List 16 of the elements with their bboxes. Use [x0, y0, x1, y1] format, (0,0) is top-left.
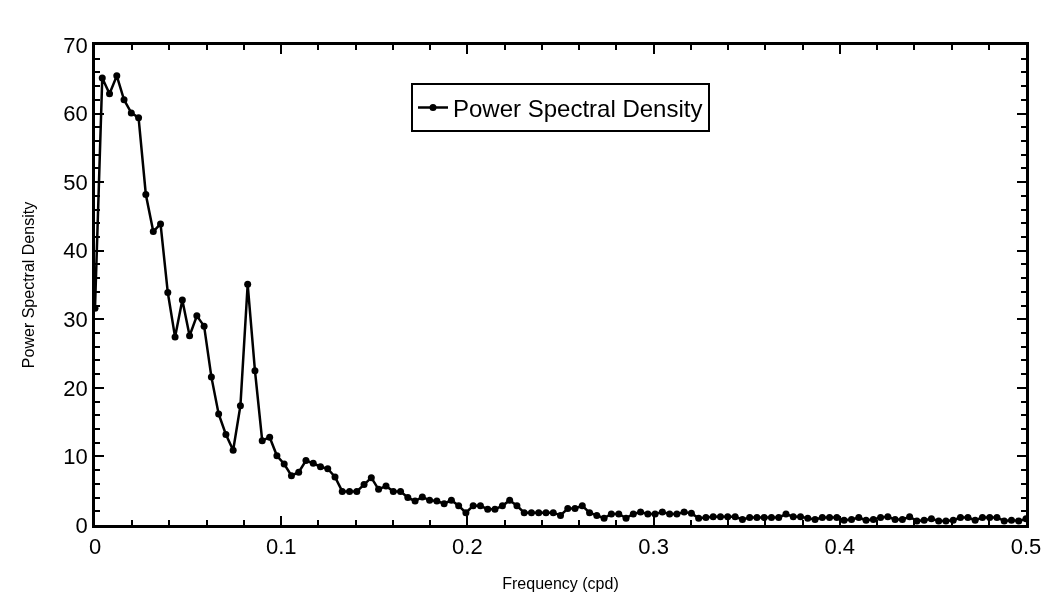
y-tick-label: 60	[63, 101, 88, 127]
x-tick-label: 0.3	[638, 534, 669, 560]
y-axis-title: Power Spectral Density	[20, 201, 38, 369]
y-tick-label: 40	[63, 238, 88, 264]
x-tick-label: 0.1	[265, 534, 297, 560]
y-tick-label: 70	[63, 32, 88, 58]
y-tick-label: 50	[63, 169, 88, 195]
x-tick-label: 0.2	[452, 534, 483, 560]
x-axis-title: Frequency (cpd)	[502, 574, 619, 592]
y-tick-label: 20	[63, 375, 88, 401]
x-tick-label: 0.5	[1010, 534, 1042, 560]
y-tick-label: 30	[63, 306, 88, 332]
y-tick-label: 10	[63, 444, 88, 470]
x-tick-label: 0.4	[824, 534, 856, 560]
legend-label: Power Spectral Density	[453, 94, 703, 122]
y-tick-label: 0	[75, 512, 88, 538]
